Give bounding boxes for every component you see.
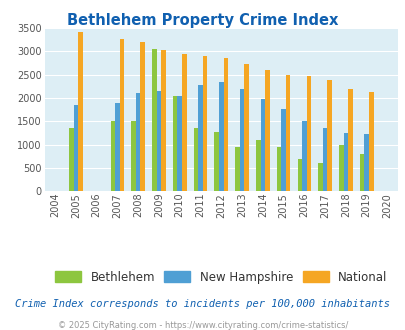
Bar: [119, 39, 124, 191]
Bar: [318, 163, 322, 191]
Bar: [193, 128, 198, 191]
Bar: [234, 147, 239, 191]
Bar: [173, 96, 177, 191]
Bar: [327, 80, 331, 191]
Bar: [115, 103, 119, 191]
Bar: [69, 128, 73, 191]
Bar: [181, 54, 186, 191]
Bar: [347, 89, 352, 191]
Bar: [338, 145, 343, 191]
Bar: [214, 132, 218, 191]
Bar: [343, 133, 347, 191]
Bar: [244, 64, 248, 191]
Bar: [223, 58, 228, 191]
Text: Bethlehem Property Crime Index: Bethlehem Property Crime Index: [67, 13, 338, 27]
Bar: [218, 82, 223, 191]
Bar: [306, 76, 311, 191]
Bar: [255, 140, 260, 191]
Text: Crime Index corresponds to incidents per 100,000 inhabitants: Crime Index corresponds to incidents per…: [15, 299, 390, 309]
Bar: [276, 147, 281, 191]
Bar: [239, 89, 244, 191]
Bar: [359, 154, 364, 191]
Bar: [156, 91, 161, 191]
Text: © 2025 CityRating.com - https://www.cityrating.com/crime-statistics/: © 2025 CityRating.com - https://www.city…: [58, 321, 347, 330]
Bar: [140, 42, 145, 191]
Bar: [281, 109, 285, 191]
Bar: [78, 32, 83, 191]
Bar: [264, 70, 269, 191]
Legend: Bethlehem, New Hampshire, National: Bethlehem, New Hampshire, National: [55, 271, 386, 283]
Bar: [152, 49, 156, 191]
Bar: [161, 50, 165, 191]
Bar: [202, 56, 207, 191]
Bar: [260, 99, 264, 191]
Bar: [301, 121, 306, 191]
Bar: [73, 105, 78, 191]
Bar: [285, 75, 290, 191]
Bar: [110, 121, 115, 191]
Bar: [364, 134, 368, 191]
Bar: [297, 159, 301, 191]
Bar: [322, 128, 327, 191]
Bar: [136, 93, 140, 191]
Bar: [368, 91, 373, 191]
Bar: [198, 85, 202, 191]
Bar: [131, 121, 136, 191]
Bar: [177, 96, 181, 191]
